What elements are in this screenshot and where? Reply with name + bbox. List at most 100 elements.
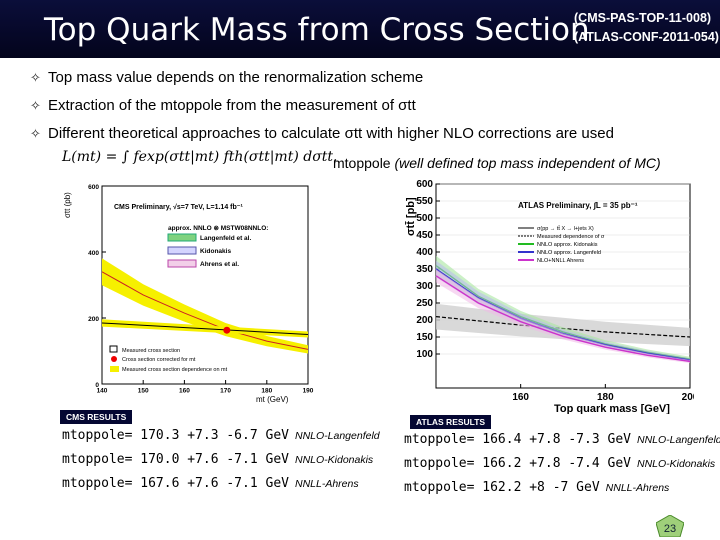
cms-title-bg [112,200,214,214]
series-band [102,258,308,354]
atlas-legend-0: σ(pp → tt̄ X → l+jets X) [537,225,594,232]
cms-result-method: NNLO-Langenfeld [294,430,380,442]
page-number-badge: 23 [656,515,684,537]
cms-legend2-marker-dependence [110,366,119,372]
atlas-legend-1: Measured dependence of σ [537,234,605,240]
cms-xlabel: mt (GeV) [256,395,289,404]
mpole-symbol: mtoppole [333,155,391,171]
bullet-text: Different theoretical approaches to calc… [48,125,614,142]
cms-result-method: NNLO-Kidonakis [294,454,374,466]
x-tick-label: 190 [303,388,314,395]
y-tick-label: 350 [416,264,433,275]
y-tick-label: 250 [416,298,433,309]
y-tick-label: 300 [416,281,433,292]
y-tick-label: 100 [416,349,433,360]
y-tick-label: 200 [88,316,99,323]
page-title: Top Quark Mass from Cross Section [44,12,590,48]
mpole-description: (well defined top mass independent of MC… [394,155,661,171]
atlas-result-value: mtoppole= 166.2 +7.8 -7.4 GeV [404,456,631,471]
cms-result-method: NNLL-Ahrens [294,478,359,490]
y-tick-label: 0 [95,382,99,389]
y-tick-label: 450 [416,230,433,241]
cms-legend2-corrected: Cross section corrected for mt [122,357,196,363]
cms-plot: 0 200 400 600 140 150 160 170 180 190 CMS Prelimi… [58,178,316,406]
x-tick-label: 180 [597,392,614,403]
x-tick-label: 140 [97,388,108,395]
reference-cms: (CMS-PAS-TOP-11-008) [574,11,712,25]
pentagon-icon [656,515,684,537]
atlas-result-method: NNLO-Kidonakis [636,458,716,470]
atlas-result-method: NNLL-Ahrens [605,482,670,494]
x-tick-label: 160 [512,392,529,403]
atlas-legend-2: NNLO approx. Kidonakis [537,242,598,248]
mpole-note: mtoppole (well defined top mass independ… [333,155,661,171]
cms-legend-swatch-langenfeld [167,233,197,242]
atlas-legend-4: NLO+NNLL Ahrens [537,258,584,264]
likelihood-formula: L(mt) = ∫ fexp(σtt|mt) fth(σtt|mt) dσtt. [62,149,338,165]
y-tick-label: 600 [88,184,99,191]
cms-legend-swatch-kidonakis [167,246,197,255]
x-tick-label: 170 [220,388,231,395]
data-point [223,326,231,334]
bullet-item: ✧ Top mass value depends on the renormal… [30,66,710,94]
cms-legend-langenfeld: Langenfeld et al. [200,235,251,242]
bullet-item: ✧ Extraction of the mtoppole from the me… [30,94,710,122]
x-tick-label: 150 [138,388,149,395]
atlas-legend-3: NNLO approx. Langenfeld [537,250,601,256]
y-tick-label: 550 [416,196,433,207]
atlas-axes: 100 150 200 250 300 350 400 450 500 550 600 160 180 2… [416,179,694,403]
cms-legend2-measured: Measured cross section [122,348,180,354]
atlas-result-method: NNLO-Langenfeld [636,434,720,446]
cms-result-row: mtoppole= 170.0 +7.6 -7.1 GeV NNLO-Kidona… [62,452,373,467]
y-tick-label: 200 [416,315,433,326]
reference-notes: (CMS-PAS-TOP-11-008) (ATLAS-CONF-2011-05… [574,9,719,47]
cms-result-value: mtoppole= 170.3 +7.3 -6.7 GeV [62,428,289,443]
cms-result-value: mtoppole= 170.0 +7.6 -7.1 GeV [62,452,289,467]
atlas-ylabel: σtt̄ [pb] [405,197,417,236]
atlas-plot: 100 150 200 250 300 350 400 450 500 550 600 160 180 2… [394,176,694,414]
title-bar: Top Quark Mass from Cross Section (CMS-P… [0,0,720,58]
cms-plot-title: CMS Preliminary, √s=7 TeV, L=1.14 fb⁻¹ [114,203,243,211]
cms-legend2-marker-corrected [111,356,117,362]
cms-axes: 0 200 400 600 140 150 160 170 180 190 [88,184,314,395]
y-tick-label: 150 [416,332,433,343]
atlas-plot-title: ATLAS Preliminary, ∫L = 35 pb⁻¹ [518,201,638,210]
cms-result-value: mtoppole= 167.6 +7.6 -7.1 GeV [62,476,289,491]
atlas-result-value: mtoppole= 166.4 +7.8 -7.3 GeV [404,432,631,447]
series-line [435,275,691,363]
cms-result-row: mtoppole= 167.6 +7.6 -7.1 GeV NNLL-Ahrens [62,476,359,491]
reference-atlas: (ATLAS-CONF-2011-054) [574,30,719,44]
x-tick-label: 200 [682,392,694,403]
atlas-result-row: mtoppole= 162.2 +8 -7 GeV NNLL-Ahrens [404,480,669,495]
cms-ylabel: σtt (pb) [63,192,72,218]
cms-legend-ahrens: Ahrens et al. [200,261,239,268]
atlas-result-row: mtoppole= 166.4 +7.8 -7.3 GeV NNLO-Langen… [404,432,720,447]
bullet-text: Extraction of the mtoppole from the meas… [48,97,416,114]
x-tick-label: 160 [179,388,190,395]
y-tick-label: 400 [416,247,433,258]
atlas-result-row: mtoppole= 166.2 +7.8 -7.4 GeV NNLO-Kidona… [404,456,715,471]
x-tick-label: 180 [261,388,272,395]
atlas-xlabel: Top quark mass [GeV] [554,403,670,414]
cms-legend-kidonakis: Kidonakis [200,248,231,255]
cms-legend2-marker-measured [109,345,118,353]
series-line [101,271,309,350]
cms-result-row: mtoppole= 170.3 +7.3 -6.7 GeV NNLO-Langen… [62,428,380,443]
y-tick-label: 400 [88,250,99,257]
bullet-text: Top mass value depends on the renormaliz… [48,69,424,86]
bullet-diamond-icon: ✧ [30,98,41,113]
y-tick-label: 500 [416,213,433,224]
bullet-list: ✧ Top mass value depends on the renormal… [30,66,710,150]
bullet-diamond-icon: ✧ [30,126,41,141]
page-number: 23 [664,523,676,535]
cms-legend2-dependence: Measured cross section dependence on mt [122,367,228,373]
cms-results-badge: CMS RESULTS [60,410,133,424]
bullet-diamond-icon: ✧ [30,70,41,85]
atlas-results-badge: ATLAS RESULTS [410,415,492,429]
bullet-item: ✧ Different theoretical approaches to ca… [30,122,710,150]
atlas-result-value: mtoppole= 162.2 +8 -7 GeV [404,480,600,495]
series-line [101,322,309,335]
y-tick-label: 600 [416,179,433,190]
cms-legend-swatch-ahrens [167,259,197,268]
cms-legend-header: approx. NNLO ⊗ MSTW08NNLO: [168,225,268,232]
